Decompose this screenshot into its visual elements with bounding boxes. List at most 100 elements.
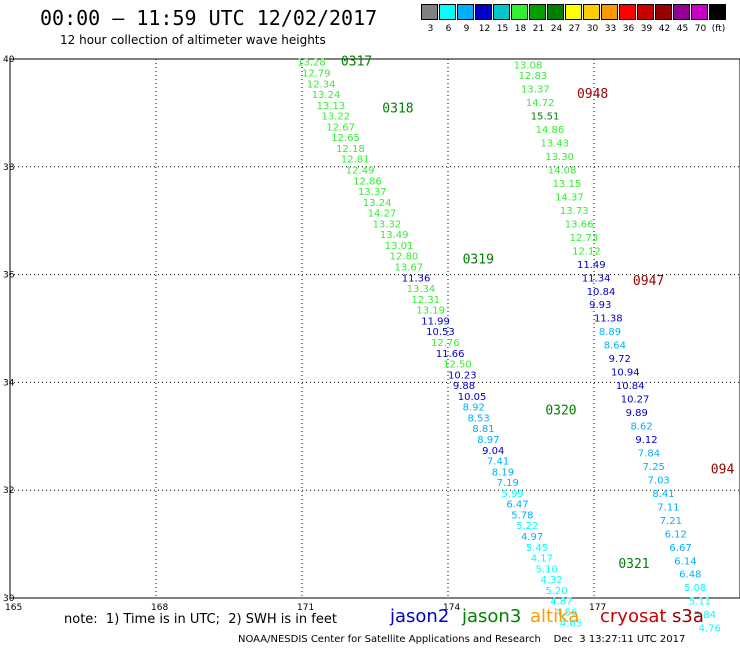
data-point-label: 13.15 bbox=[553, 179, 582, 190]
legend-label: 36 bbox=[622, 24, 635, 34]
data-point-label: 12.76 bbox=[431, 338, 460, 349]
legend-swatch bbox=[601, 4, 618, 20]
data-point-label: 13.01 bbox=[385, 241, 414, 252]
x-tick-label: 165 bbox=[5, 603, 22, 613]
data-point-label: 9.72 bbox=[609, 354, 631, 365]
data-point-label: 5.99 bbox=[502, 489, 524, 500]
data-point-label: 13.49 bbox=[380, 230, 409, 241]
time-label: 0948 bbox=[577, 87, 608, 102]
data-point-label: 13.67 bbox=[394, 263, 423, 274]
data-point-label: 12.86 bbox=[353, 176, 382, 187]
data-point-label: 8.62 bbox=[631, 422, 653, 433]
data-point-label: 5.08 bbox=[684, 583, 706, 594]
legend-swatch bbox=[655, 4, 672, 20]
data-point-label: 5.22 bbox=[516, 521, 538, 532]
time-label: 0320 bbox=[545, 403, 576, 418]
data-point-label: 7.03 bbox=[648, 475, 670, 486]
y-tick-label: 40 bbox=[3, 55, 15, 65]
data-point-label: 12.34 bbox=[307, 79, 336, 90]
data-point-label: 14.08 bbox=[548, 165, 577, 176]
time-label: 094 bbox=[711, 463, 735, 478]
x-tick-label: 177 bbox=[589, 603, 606, 613]
data-point-label: 10.23 bbox=[448, 370, 477, 381]
footer-credit: NOAA/NESDIS Center for Satellite Applica… bbox=[238, 634, 686, 645]
legend-label: 45 bbox=[676, 24, 689, 34]
legend-label: 33 bbox=[604, 24, 617, 34]
legend-swatch bbox=[493, 4, 510, 20]
legend-label: 15 bbox=[496, 24, 509, 34]
legend-label: 27 bbox=[568, 24, 581, 34]
data-point-label: 4.17 bbox=[531, 554, 553, 565]
data-point-label: 9.93 bbox=[589, 300, 611, 311]
data-point-label: 8.89 bbox=[599, 327, 621, 338]
data-point-label: 13.73 bbox=[560, 206, 589, 217]
legend-label: 6 bbox=[445, 24, 452, 34]
legend-label: 30 bbox=[586, 24, 599, 34]
data-point-label: 5.20 bbox=[545, 586, 567, 597]
data-point-label: 5.84 bbox=[694, 610, 716, 621]
data-point-label: 4.87 bbox=[550, 597, 572, 608]
data-point-label: 6.48 bbox=[679, 570, 701, 581]
time-label: 0321 bbox=[618, 557, 649, 572]
data-point-label: 8.53 bbox=[467, 413, 489, 424]
legend-swatch bbox=[547, 4, 564, 20]
legend-swatch bbox=[691, 4, 708, 20]
data-point-label: 9.88 bbox=[453, 381, 475, 392]
data-point-label: 12.31 bbox=[412, 295, 441, 306]
legend-label: 42 bbox=[658, 24, 671, 34]
data-point-label: 5.11 bbox=[689, 597, 711, 608]
data-point-label: 13.13 bbox=[317, 101, 346, 112]
data-point-label: 13.22 bbox=[321, 112, 350, 123]
legend-swatch bbox=[565, 4, 582, 20]
data-point-label: 6.67 bbox=[669, 543, 691, 554]
legend-label: 70 bbox=[694, 24, 707, 34]
data-point-label: 14.86 bbox=[536, 125, 565, 136]
data-point-label: 15.51 bbox=[531, 112, 560, 123]
data-point-label: 13.34 bbox=[407, 284, 436, 295]
data-point-label: 7.84 bbox=[638, 448, 660, 459]
legend-swatch bbox=[529, 4, 546, 20]
data-point-label: 12.65 bbox=[331, 133, 360, 144]
legend-label: 24 bbox=[550, 24, 563, 34]
y-tick-label: 32 bbox=[3, 486, 14, 496]
x-tick-label: 171 bbox=[297, 603, 314, 613]
data-point-label: 13.19 bbox=[416, 306, 445, 317]
data-point-label: 4.97 bbox=[521, 532, 543, 543]
data-point-label: 13.28 bbox=[297, 58, 326, 69]
data-point-label: 12.18 bbox=[336, 144, 365, 155]
time-label: 0318 bbox=[382, 102, 413, 117]
satellite-jason3: jason3 bbox=[462, 606, 522, 627]
data-point-label: 13.24 bbox=[312, 90, 341, 101]
data-point-label: 13.37 bbox=[521, 85, 550, 96]
data-point-label: 12.81 bbox=[341, 155, 370, 166]
data-point-label: 13.43 bbox=[540, 139, 569, 150]
x-tick-label: 168 bbox=[151, 603, 168, 613]
data-point-label: 13.37 bbox=[358, 187, 387, 198]
data-point-label: 4.32 bbox=[540, 575, 562, 586]
data-point-label: 4.05 bbox=[560, 618, 582, 629]
data-point-label: 13.66 bbox=[565, 219, 594, 230]
y-tick-label: 36 bbox=[3, 271, 15, 281]
note-text: note: 1) Time is in UTC; 2) SWH is in fe… bbox=[64, 612, 337, 627]
satellite-s3a: s3a bbox=[672, 606, 704, 627]
data-point-label: 9.89 bbox=[626, 408, 648, 419]
data-point-label: 7.25 bbox=[643, 462, 665, 473]
data-point-label: 7.11 bbox=[657, 502, 679, 513]
page-title: 00:00 – 11:59 UTC 12/02/2017 bbox=[40, 6, 378, 30]
data-point-label: 8.97 bbox=[477, 435, 499, 446]
data-point-label: 13.30 bbox=[545, 152, 574, 163]
data-point-label: 4.56 bbox=[555, 607, 577, 618]
legend-swatch bbox=[421, 4, 438, 20]
data-point-label: 10.84 bbox=[616, 381, 645, 392]
satellite-jason2: jason2 bbox=[390, 606, 450, 627]
data-point-label: 11.49 bbox=[577, 260, 606, 271]
data-point-label: 7.41 bbox=[487, 457, 509, 468]
legend-swatch bbox=[709, 4, 726, 20]
y-tick-label: 30 bbox=[3, 594, 15, 604]
data-point-label: 11.36 bbox=[402, 273, 431, 284]
data-point-label: 12.83 bbox=[519, 71, 548, 82]
y-tick-label: 38 bbox=[3, 163, 15, 173]
data-point-label: 10.94 bbox=[611, 368, 640, 379]
